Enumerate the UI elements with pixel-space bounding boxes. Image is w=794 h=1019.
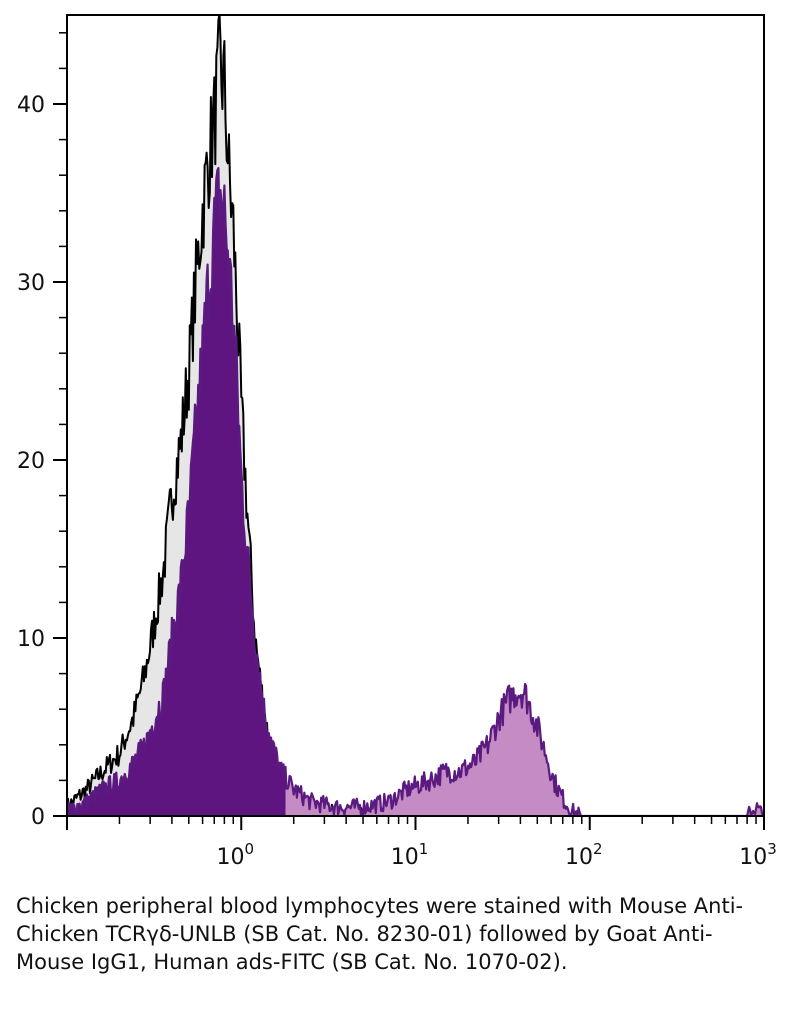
- flow-cytometry-histogram: 0 10 20 30 40 100 101 102 103: [17, 14, 777, 870]
- stained-series-line: [67, 167, 764, 816]
- y-tick-label: 30: [17, 271, 45, 296]
- x-tick-label: 101: [391, 840, 429, 870]
- stained-main-fill: [67, 168, 286, 816]
- x-tick-label: 100: [216, 840, 254, 870]
- y-tick-label: 10: [17, 627, 45, 652]
- figure-caption: Chicken peripheral blood lymphocytes wer…: [16, 894, 744, 974]
- y-tick-label: 20: [17, 449, 45, 474]
- y-tick-label: 40: [17, 93, 45, 118]
- x-tick-label: 103: [739, 840, 777, 870]
- x-tick-label: 102: [565, 840, 603, 870]
- y-tick-label: 0: [31, 805, 45, 830]
- histogram-figure: 0 10 20 30 40 100 101 102 103: [17, 14, 777, 870]
